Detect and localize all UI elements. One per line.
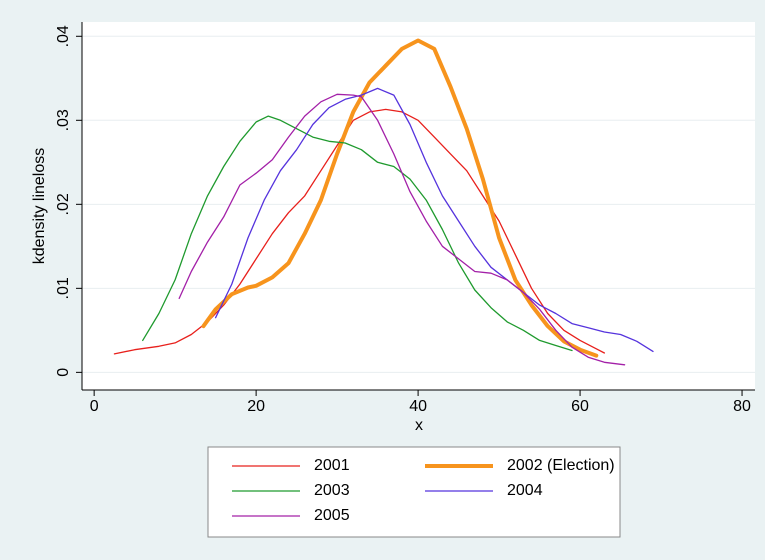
y-tick-label: .02 [55, 193, 72, 215]
legend-label: 2004 [507, 482, 543, 499]
x-tick-label: 20 [247, 398, 265, 415]
y-tick-label: 0 [55, 368, 72, 377]
legend-label: 2005 [314, 507, 350, 524]
x-tick-label: 80 [733, 398, 751, 415]
legend [207, 446, 621, 538]
legend-label: 2002 (Election) [507, 457, 615, 474]
series-line [214, 87, 654, 353]
y-axis-title: kdensity lineloss [31, 148, 48, 265]
x-tick-label: 40 [409, 398, 427, 415]
series-line [178, 93, 626, 366]
legend-label: 2001 [314, 457, 350, 474]
x-axis-title: x [415, 417, 423, 434]
y-tick-label: .04 [55, 25, 72, 47]
x-tick-label: 60 [571, 398, 589, 415]
x-tick-label: 0 [90, 398, 99, 415]
series-line [142, 115, 573, 352]
y-tick-label: .03 [55, 109, 72, 131]
legend-label: 2003 [314, 482, 350, 499]
series-line [201, 38, 599, 358]
y-tick-label: .01 [55, 277, 72, 299]
